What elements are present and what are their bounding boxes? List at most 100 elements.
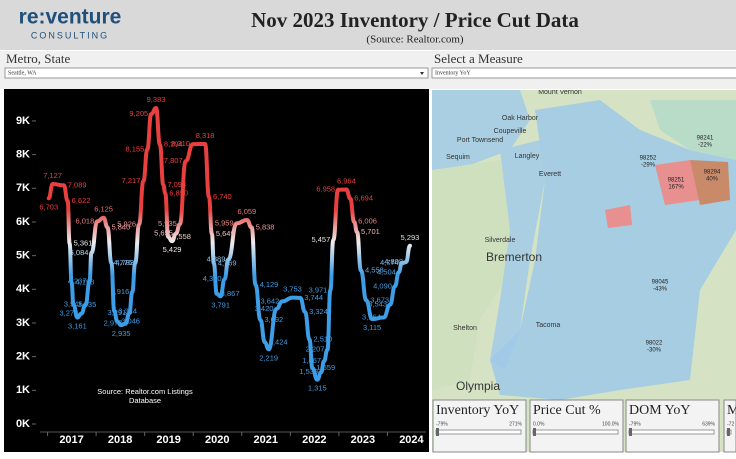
data-label: 3,642 — [261, 296, 280, 305]
data-label: 4,504 — [377, 267, 396, 276]
y-tick-label: 9K — [16, 115, 30, 127]
x-tick-label: 2024 — [399, 434, 424, 446]
data-label: 5,840 — [111, 222, 130, 231]
slider-max: 100.0% — [602, 421, 620, 427]
y-tick-label: 7K — [16, 182, 30, 194]
slider-handle[interactable] — [727, 428, 730, 436]
data-label: 5,429 — [163, 245, 182, 254]
subtitle: (Source: Realtor.com) — [366, 34, 463, 46]
y-tick-label: 2K — [16, 351, 30, 363]
data-label: 3,344 — [118, 306, 137, 315]
data-label: 3,744 — [304, 293, 323, 302]
y-tick-label: 5K — [16, 250, 30, 262]
x-tick-label: 2021 — [254, 434, 278, 446]
annotation: Database — [129, 396, 161, 405]
data-label: 4,198 — [76, 278, 95, 287]
data-label: 6,703 — [39, 202, 58, 211]
data-label: 8,294 — [164, 140, 183, 149]
zip-label: 98045 — [652, 280, 669, 286]
slider-handle[interactable] — [436, 428, 439, 436]
puget-sound — [490, 140, 545, 370]
data-label: 7,217 — [122, 176, 141, 185]
data-label: 3,791 — [211, 300, 230, 309]
data-label: 1,659 — [316, 363, 335, 372]
data-label: 3,092 — [264, 315, 283, 324]
title: Nov 2023 Inventory / Price Cut Data — [251, 8, 579, 32]
data-label: 5,649 — [216, 229, 235, 238]
zip-label: 98241 — [697, 136, 714, 142]
data-label: 4,090 — [373, 281, 392, 290]
data-label: 3,278 — [59, 309, 78, 318]
data-label: 6,006 — [358, 217, 377, 226]
place-label: Oak Harbor — [502, 115, 539, 122]
slider-track — [435, 429, 522, 435]
slider-card — [723, 399, 736, 453]
data-label: 6,059 — [237, 207, 256, 216]
data-label: 9,383 — [147, 95, 166, 104]
x-tick-label: 2022 — [302, 434, 326, 446]
data-label: 7,089 — [68, 180, 87, 189]
data-label: 6,740 — [213, 192, 232, 201]
place-label: Silverdale — [485, 237, 516, 244]
y-tick-label: 4K — [16, 283, 30, 295]
dropdown-value: Seattle, WA — [8, 70, 37, 76]
data-label: 2,424 — [269, 337, 288, 346]
annotation: Source: Realtor.com Listings — [97, 387, 193, 396]
data-label: 5,926 — [117, 219, 136, 228]
data-label: 5,701 — [361, 227, 380, 236]
place-label: Sequim — [446, 154, 470, 161]
slider-max: 271% — [509, 421, 522, 427]
data-label: 2,219 — [259, 353, 278, 362]
data-label: 6,958 — [316, 185, 335, 194]
data-label: 1,315 — [308, 384, 327, 393]
filter-label: Metro, State — [6, 51, 70, 66]
header-bar — [0, 0, 736, 50]
logo: re:venture — [19, 6, 122, 29]
zip-region-hot — [605, 205, 632, 228]
data-label: 9,205 — [129, 109, 148, 118]
data-label: 3,543 — [368, 300, 387, 309]
y-tick-label: 0K — [16, 418, 30, 430]
data-label: 3,420 — [255, 304, 274, 313]
zip-region-hot — [655, 160, 700, 205]
slider-handle[interactable] — [533, 428, 536, 436]
data-label: 4,300 — [203, 274, 222, 283]
data-label: 8,310 — [171, 139, 190, 148]
dropdown[interactable] — [431, 67, 736, 79]
slider-min: -79% — [436, 421, 448, 427]
dropdown[interactable] — [4, 67, 429, 79]
data-label: 7,807 — [164, 156, 183, 165]
peninsula — [432, 160, 520, 390]
series-line — [46, 106, 412, 382]
data-label: 2,977 — [104, 319, 123, 328]
data-label: 6,125 — [94, 205, 113, 214]
slider-handle[interactable] — [629, 428, 632, 436]
data-label: 4,774 — [380, 258, 399, 267]
zip-change: -30% — [647, 348, 662, 354]
x-tick-label: 2023 — [351, 434, 375, 446]
filter-label: Select a Measure — [434, 51, 523, 66]
slider-track — [628, 429, 715, 435]
zip-label: 98251 — [668, 178, 685, 184]
slider-label: Inventory YoY — [436, 403, 519, 418]
x-tick-label: 2019 — [156, 434, 180, 446]
zip-label: 98294 — [704, 170, 721, 176]
y-tick-label: 1K — [16, 384, 30, 396]
place-label: Langley — [515, 153, 540, 160]
data-label: 6,018 — [76, 216, 95, 225]
data-label: 1,867 — [302, 356, 321, 365]
data-label: 5,293 — [401, 233, 420, 242]
data-label: 5,959 — [215, 218, 234, 227]
zip-label: 98022 — [646, 341, 663, 347]
slider-max: 639% — [702, 421, 715, 427]
data-label: 3,046 — [121, 316, 140, 325]
x-tick-label: 2020 — [205, 434, 229, 446]
data-label: 5,361 — [74, 238, 93, 247]
slider-min: -72 — [727, 421, 734, 427]
map: Mount Vernon Oak Harbor Coupeville Port Tow… — [432, 90, 736, 452]
place-label: Shelton — [453, 325, 477, 332]
slider-min: -79% — [629, 421, 641, 427]
place-label: Bremerton — [486, 250, 542, 264]
slider-track — [532, 429, 619, 435]
data-label: 7,127 — [43, 171, 62, 180]
